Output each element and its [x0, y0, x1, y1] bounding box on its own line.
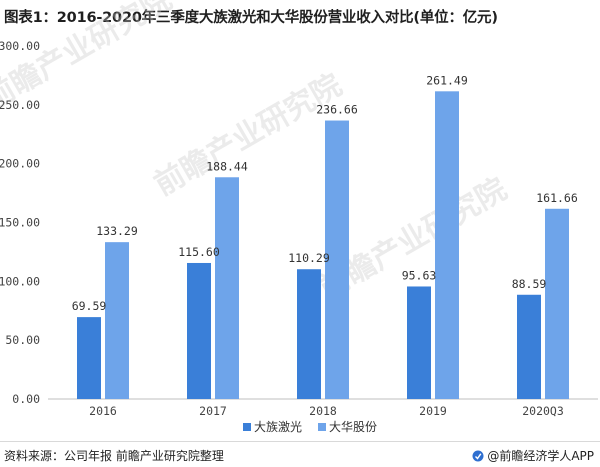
bar-han-laser — [517, 294, 541, 399]
brand-text: @前瞻经济学人APP — [487, 449, 594, 463]
y-tick-label: 250.00 — [0, 98, 40, 112]
legend-label: 大华股份 — [329, 420, 377, 434]
x-tick-label: 2018 — [309, 404, 337, 418]
data-label: 88.59 — [512, 277, 547, 291]
y-tick-label: 200.00 — [0, 157, 40, 171]
y-tick-label: 0.00 — [12, 392, 40, 406]
bar-han-laser — [297, 269, 321, 399]
source-note: 资料来源：公司年报 前瞻产业研究院整理 — [4, 449, 224, 463]
bar-dahua — [545, 208, 569, 399]
chart-title: 图表1：2016-2020年三季度大族激光和大华股份营业收入对比(单位：亿元) — [4, 10, 498, 26]
watermark-text: 前瞻产业研究院 — [149, 68, 348, 203]
y-tick-label: 150.00 — [0, 216, 40, 230]
footer: 资料来源：公司年报 前瞻产业研究院整理 @前瞻经济学人APP — [0, 441, 600, 467]
legend-swatch — [243, 423, 251, 431]
bar-han-laser — [77, 317, 101, 399]
data-label: 261.49 — [426, 73, 468, 87]
brand-logo-icon — [472, 450, 484, 461]
brand-credit: @前瞻经济学人APP — [472, 447, 594, 464]
data-label: 115.60 — [178, 245, 220, 259]
legend-label: 大族激光 — [254, 420, 302, 434]
data-labels: 69.59 133.29 115.60 188.44 110.29 236.66 95.63… — [72, 73, 578, 313]
x-tick-label: 2020Q3 — [522, 404, 564, 418]
bar-dahua — [435, 91, 459, 400]
y-tick-label: 300.00 — [0, 39, 40, 53]
data-label: 188.44 — [206, 159, 248, 173]
bars — [77, 91, 569, 400]
x-tick-label: 2019 — [419, 404, 447, 418]
data-label: 110.29 — [288, 251, 330, 265]
legend-swatch — [318, 423, 326, 431]
data-label: 133.29 — [96, 224, 138, 238]
y-tick-label: 100.00 — [0, 274, 40, 288]
legend: 大族激光 大华股份 — [243, 420, 377, 434]
data-label: 95.63 — [402, 268, 437, 282]
x-tick-label: 2016 — [89, 404, 117, 418]
bar-dahua — [215, 177, 239, 399]
x-tick-label: 2017 — [199, 404, 227, 418]
bar-dahua — [325, 120, 349, 400]
bar-han-laser — [187, 262, 211, 399]
data-label: 161.66 — [536, 191, 578, 205]
y-axis: 0.00 50.00 100.00 150.00 200.00 250.00 300.00 — [0, 39, 40, 406]
bar-han-laser — [407, 286, 431, 399]
x-axis: 2016 2017 2018 2019 2020Q3 — [89, 404, 564, 418]
y-tick-label: 50.00 — [5, 333, 40, 347]
bar-dahua — [105, 242, 129, 399]
data-label: 236.66 — [316, 103, 358, 117]
data-label: 69.59 — [72, 299, 107, 313]
